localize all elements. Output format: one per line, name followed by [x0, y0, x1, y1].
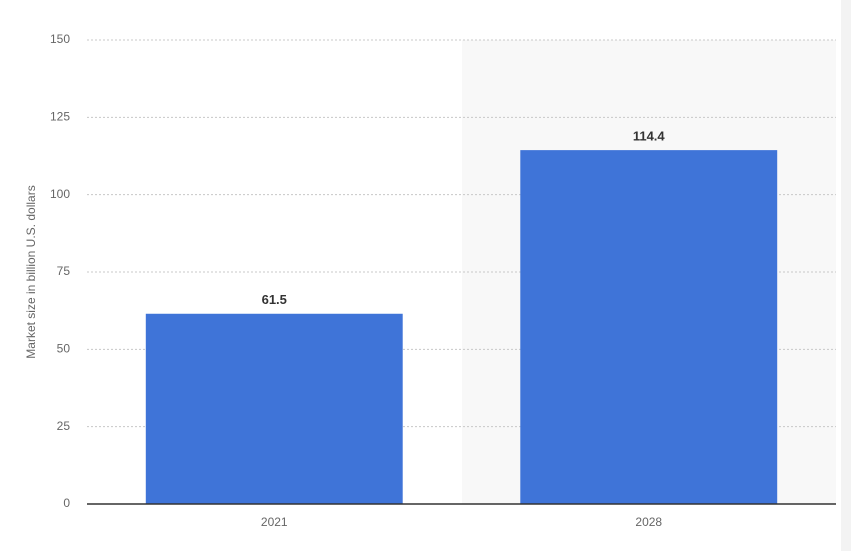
bars: 61.5 114.4	[145, 129, 778, 504]
y-tick-label: 25	[57, 419, 71, 433]
value-label: 114.4	[633, 129, 666, 144]
edge-strip	[841, 0, 851, 551]
bar	[145, 313, 403, 504]
y-tick-label: 100	[50, 187, 70, 201]
y-tick-label: 0	[63, 496, 70, 510]
y-tick-label: 50	[57, 342, 71, 356]
y-tick-label: 125	[50, 110, 70, 124]
y-tick-label: 150	[50, 32, 70, 46]
value-label: 61.5	[262, 292, 287, 307]
bar	[520, 150, 778, 504]
x-tick-label: 2028	[635, 515, 662, 529]
y-tick-label: 75	[57, 264, 71, 278]
y-axis-title: Market size in billion U.S. dollars	[24, 185, 38, 358]
x-tick-label: 2021	[261, 515, 288, 529]
